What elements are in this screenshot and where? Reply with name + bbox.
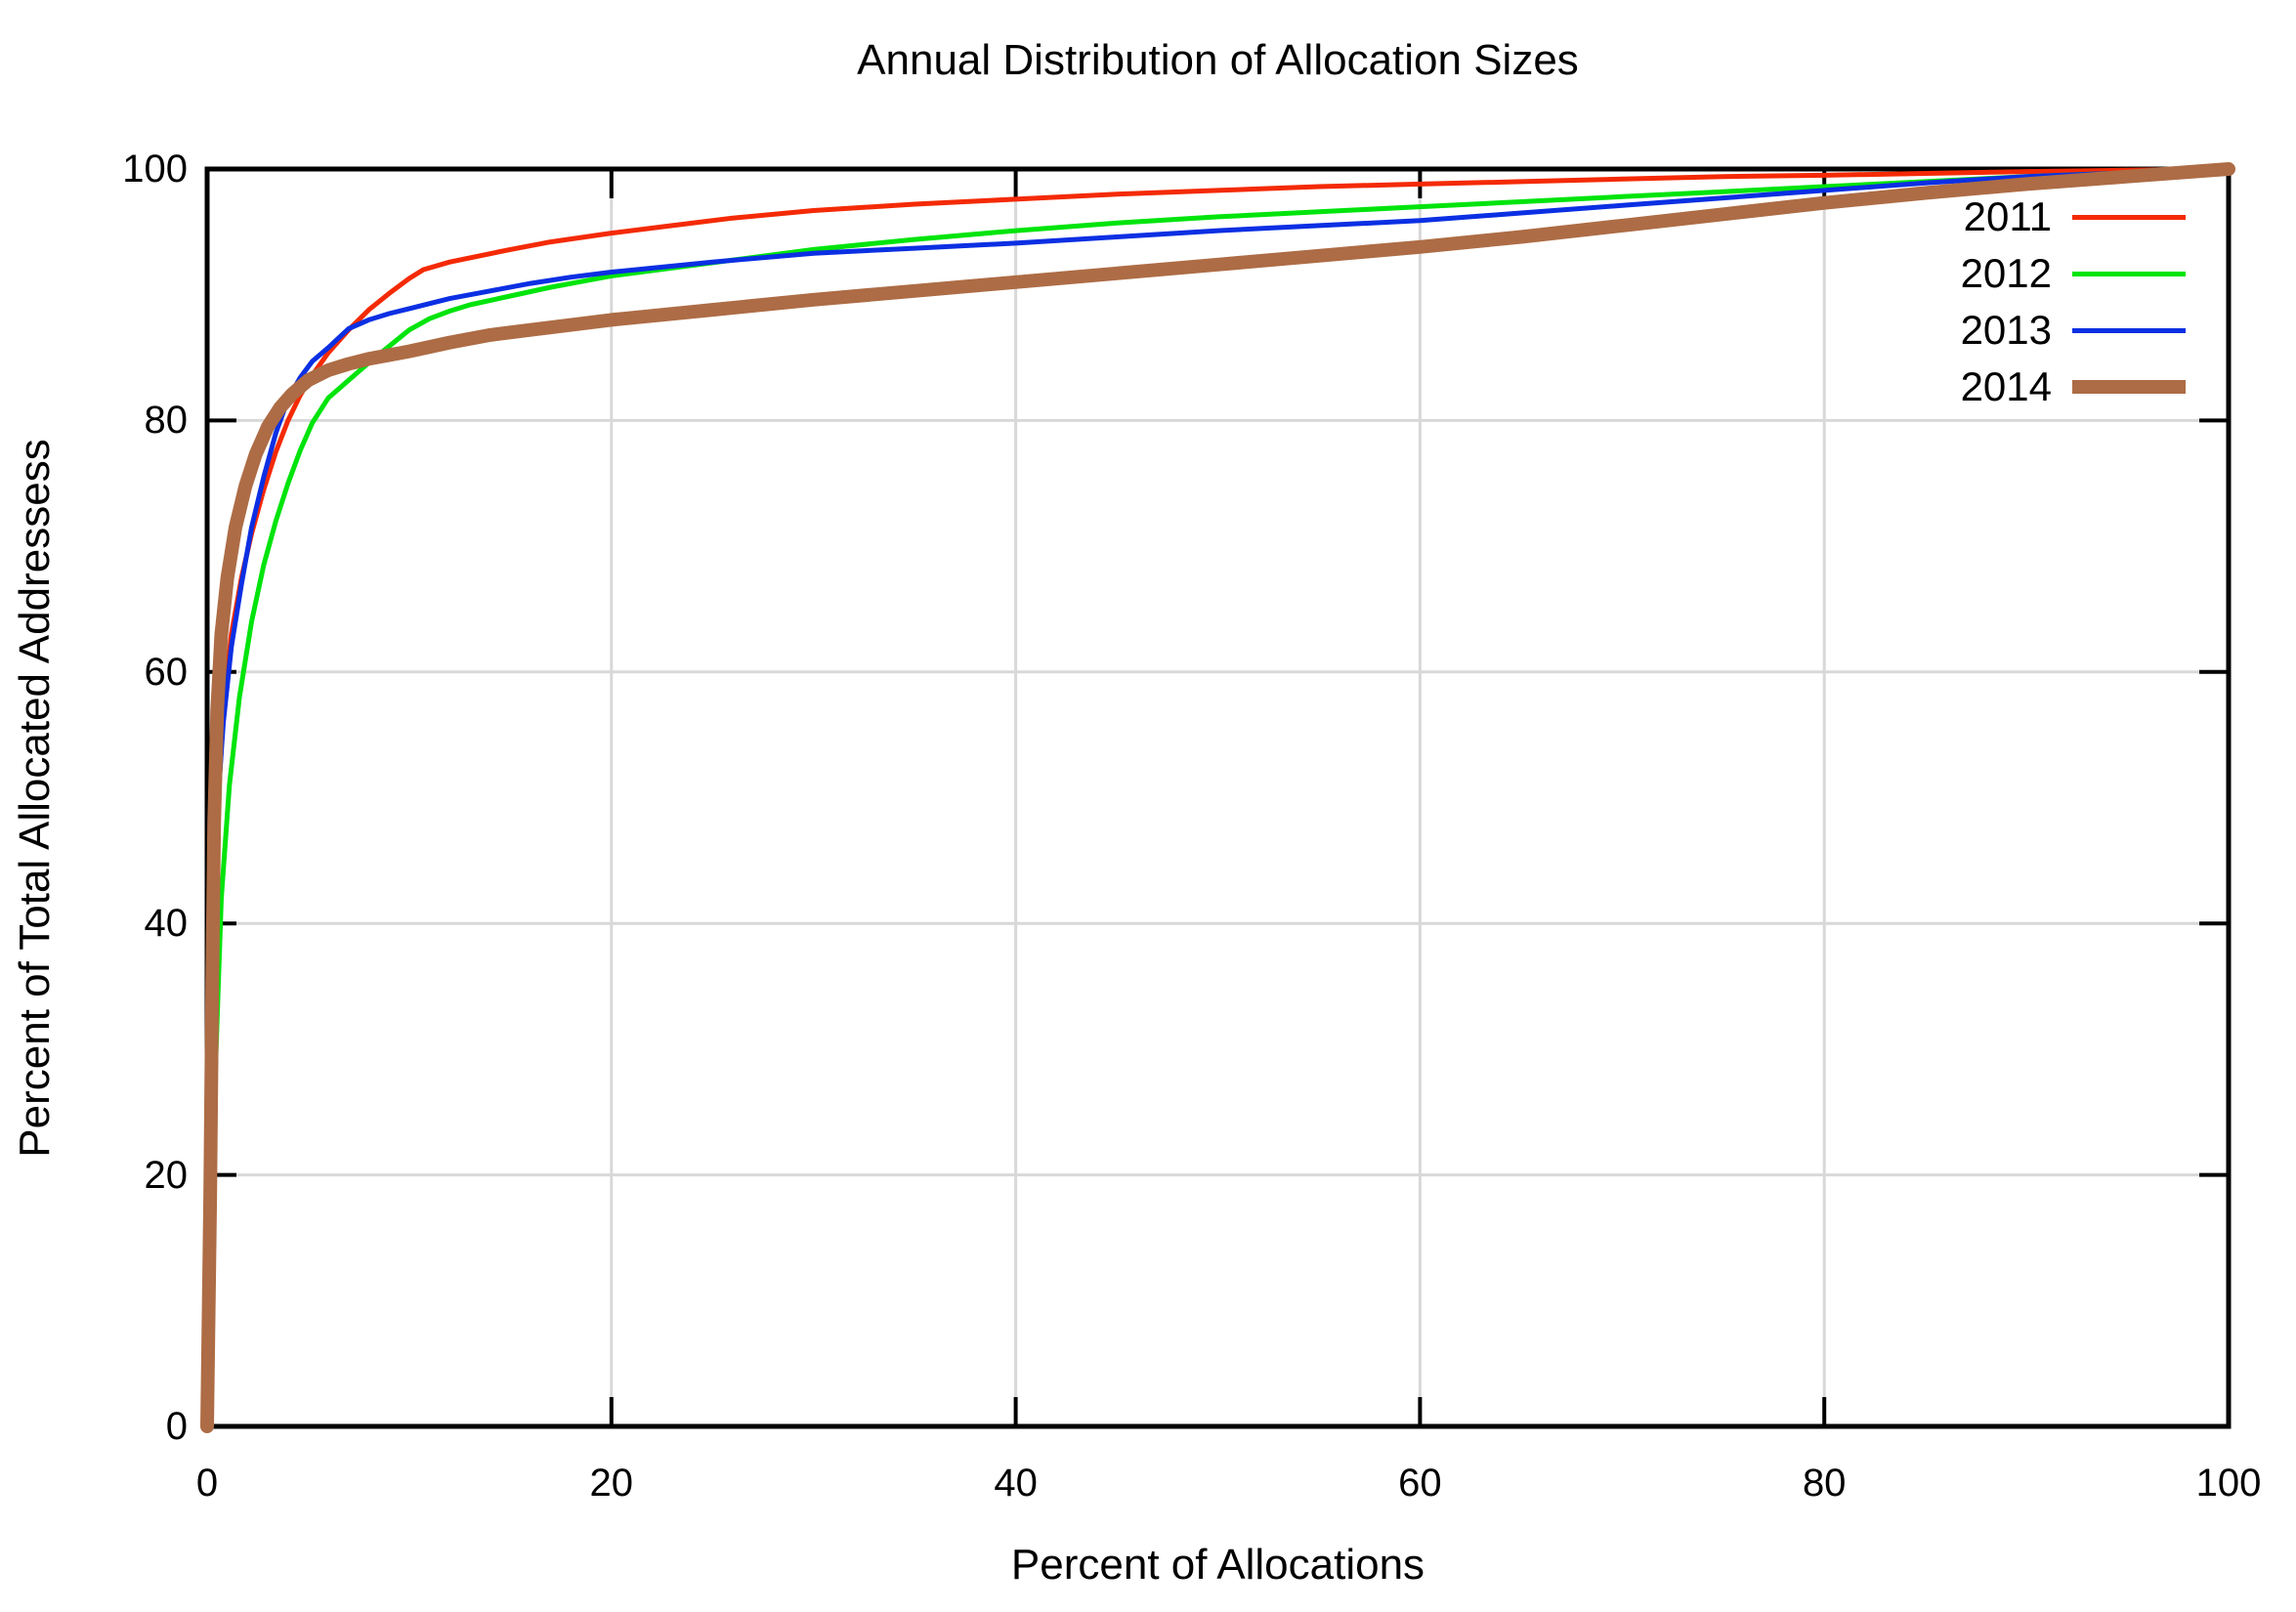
x-tick-label: 80 [1802, 1462, 1847, 1505]
legend-swatch-2013 [2072, 327, 2186, 333]
chart-title: Annual Distribution of Allocation Sizes [857, 36, 1579, 84]
series-line-2011 [204, 166, 2232, 1429]
legend-swatch-2011 [2072, 214, 2186, 220]
legend-swatch-2012 [2072, 271, 2186, 276]
y-tick-label: 60 [144, 650, 189, 694]
legend-label-2013: 2013 [1960, 307, 2052, 353]
y-tick-label: 40 [144, 902, 189, 946]
x-tick-label: 40 [994, 1462, 1038, 1505]
y-tick-label: 80 [144, 399, 189, 443]
x-tick-label: 60 [1398, 1462, 1442, 1505]
legend-swatch-2014 [2072, 380, 2186, 394]
x-tick-label: 0 [195, 1462, 219, 1505]
y-tick-label: 100 [122, 148, 188, 191]
x-axis-title: Percent of Allocations [1010, 1541, 1425, 1589]
legend-label-2012: 2012 [1960, 250, 2052, 296]
y-tick-label: 0 [165, 1405, 188, 1448]
series-line-2014 [200, 162, 2235, 1433]
x-tick-label: 20 [589, 1462, 634, 1505]
series-line-2013 [204, 166, 2232, 1429]
plot-border [204, 166, 2232, 1429]
series-line-2012 [204, 166, 2232, 1429]
legend-label-2011: 2011 [1963, 193, 2052, 239]
x-tick-label: 100 [2195, 1462, 2262, 1505]
legend-label-2014: 2014 [1960, 363, 2052, 409]
y-tick-label: 20 [144, 1153, 189, 1197]
